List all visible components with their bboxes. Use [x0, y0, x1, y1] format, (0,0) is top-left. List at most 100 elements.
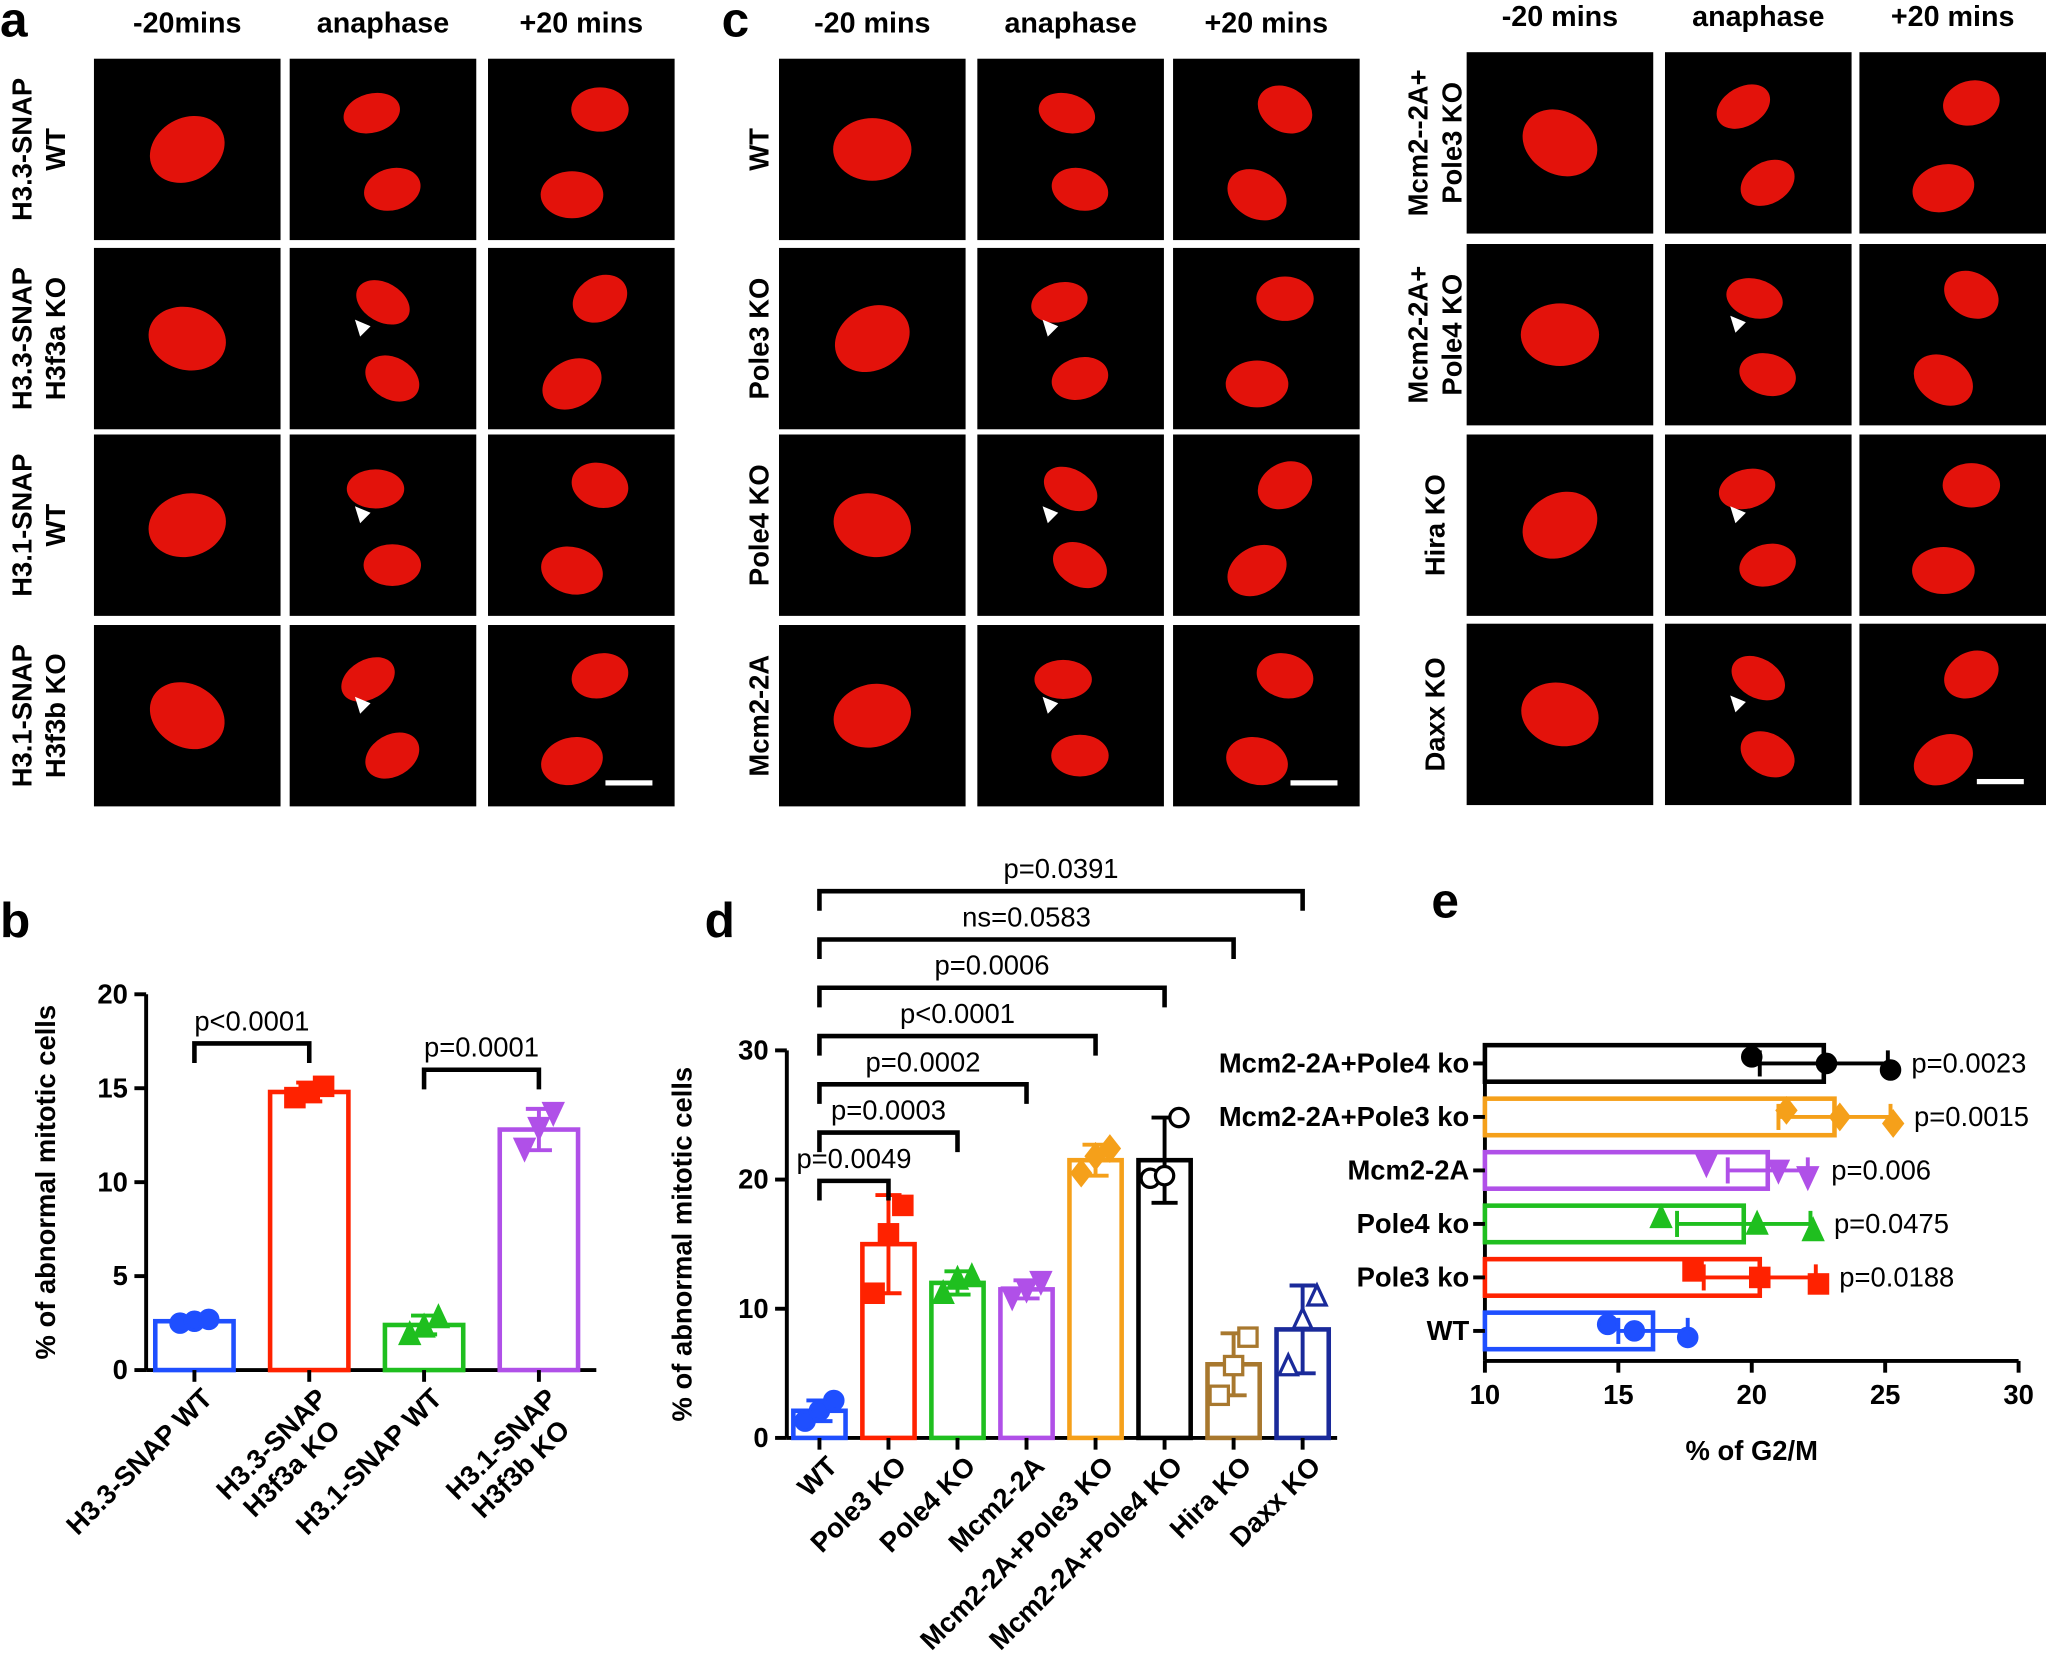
chromatin — [1520, 303, 1600, 367]
chromatin — [833, 683, 911, 748]
data-point — [312, 1075, 335, 1098]
scale-bar — [1290, 780, 1338, 786]
row-label-line: WT — [40, 504, 71, 547]
bar — [267, 1089, 351, 1373]
arrowhead — [1042, 506, 1059, 524]
data-point — [1676, 1326, 1699, 1349]
row-label: H3.1-SNAP WT — [6, 454, 71, 597]
column-header: -20mins — [133, 8, 241, 40]
arrowhead — [1730, 695, 1746, 713]
data-point — [1881, 1109, 1905, 1138]
chromatin — [1942, 463, 2001, 508]
bar — [1067, 1157, 1124, 1441]
chromatin — [1051, 734, 1109, 777]
row-label-line: H3f3a KO — [40, 277, 71, 400]
panel-label: c — [722, 0, 750, 48]
y-axis-label: % of abnormal mitotic cells — [667, 1067, 698, 1422]
row-label-line: H3.1-SNAP — [6, 454, 37, 597]
column-header: -20 mins — [1502, 1, 1618, 33]
bracket-line — [817, 1033, 1098, 1056]
chromatin — [363, 544, 422, 586]
y-tick-label: Pole3 ko — [1357, 1262, 1470, 1293]
chromatin — [364, 167, 421, 211]
y-tick-label: 0 — [753, 1422, 768, 1453]
bracket-line — [817, 985, 1167, 1008]
chromatin — [149, 682, 225, 750]
chromatin — [572, 274, 628, 323]
chromatin — [1740, 159, 1795, 206]
row-label-line: Pole3 KO — [1436, 82, 1467, 204]
chromatin — [834, 305, 910, 373]
row-label: Mcm2-2A+ Pole4 KO — [1403, 266, 1468, 404]
data-point — [823, 1389, 845, 1412]
chromatin — [1944, 650, 1999, 699]
y-tick-label: 10 — [97, 1166, 127, 1197]
data-point — [1694, 1153, 1719, 1179]
chromatin — [1912, 164, 1975, 213]
data-point — [1222, 1354, 1245, 1377]
data-point — [1276, 1351, 1300, 1377]
column-header: anaphase — [1692, 1, 1824, 33]
bar — [497, 1127, 581, 1373]
significance-bracket — [817, 1033, 1098, 1056]
y-tick-label: 5 — [113, 1260, 128, 1291]
chromatin — [540, 171, 604, 219]
row-label-line: Pole3 KO — [744, 278, 775, 400]
x-tick-label: 20 — [1737, 1379, 1767, 1410]
significance-bracket — [817, 985, 1167, 1008]
chromatin — [1034, 659, 1092, 699]
data-point — [1766, 1159, 1791, 1185]
row-label-line: Mcm2-2A+ — [1403, 266, 1434, 404]
micrograph — [977, 434, 1164, 616]
chromatin — [1522, 491, 1598, 559]
data-point — [1796, 1166, 1820, 1192]
data-point — [426, 1303, 451, 1329]
y-tick-label: 20 — [97, 978, 127, 1009]
bar — [1482, 1149, 1771, 1191]
data-point — [877, 1223, 900, 1245]
y-tick-label: Mcm2-2A+Pole4 ko — [1219, 1048, 1469, 1079]
chromatin — [833, 493, 911, 558]
bracket-line — [817, 888, 1305, 911]
y-tick-label: 20 — [738, 1164, 768, 1195]
row-label-line: H3.3-SNAP — [6, 267, 37, 410]
chromatin — [1256, 276, 1314, 321]
chromatin — [149, 115, 225, 183]
panel-label: d — [705, 892, 735, 948]
chromatin — [356, 280, 410, 325]
bracket-line — [817, 1082, 1029, 1104]
chromatin — [1913, 354, 1973, 406]
data-point — [931, 1278, 955, 1305]
data-point — [1153, 1164, 1176, 1187]
micrograph — [977, 247, 1164, 430]
x-axis-label: % of G2/M — [1686, 1435, 1818, 1466]
arrowhead — [354, 506, 371, 524]
chromatin — [1718, 468, 1776, 510]
p-value: ns=0.0583 — [962, 901, 1091, 932]
x-tick-label: 25 — [1870, 1379, 1900, 1410]
y-tick-label: 0 — [113, 1354, 128, 1385]
p-value: p=0.0003 — [831, 1095, 946, 1126]
bar — [998, 1287, 1055, 1441]
chromatin — [1740, 731, 1795, 778]
chromatin — [1051, 167, 1109, 211]
data-point — [1807, 1273, 1830, 1295]
y-tick-label: Mcm2-2A+Pole3 ko — [1219, 1101, 1469, 1132]
row-label-line: H3.3-SNAP — [6, 78, 37, 221]
chromatin — [541, 546, 603, 595]
row-label-line: Mcm2-2A — [744, 655, 775, 777]
significance-bracket — [817, 1082, 1029, 1104]
chromatin — [148, 493, 226, 558]
row-label-line: Daxx KO — [1419, 657, 1450, 771]
data-point — [1305, 1281, 1329, 1307]
p-value: p<0.0001 — [194, 1005, 309, 1036]
bracket-line — [421, 1067, 542, 1090]
bracket-line — [192, 1041, 312, 1064]
data-point — [1596, 1313, 1619, 1336]
p-value: p=0.0049 — [796, 1143, 911, 1174]
data-point — [1879, 1059, 1902, 1081]
micrograph — [1664, 623, 1852, 806]
data-point — [1029, 1270, 1053, 1296]
